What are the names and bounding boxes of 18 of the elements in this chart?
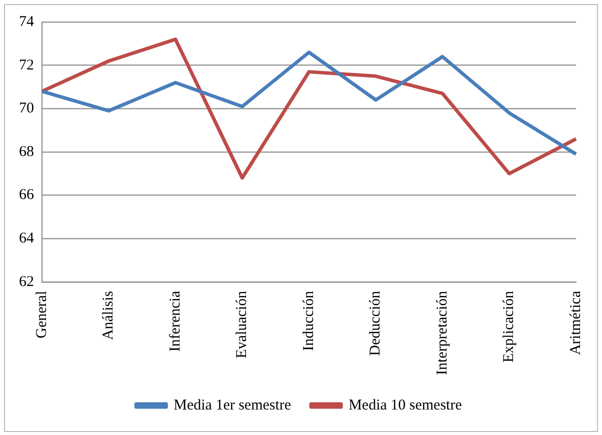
y-tick-label: 68 [19,144,34,160]
x-tick-label: Análisis [100,290,117,340]
x-tick-label: Deducción [368,290,384,356]
legend-label: Media 1er semestre [174,397,292,414]
y-tick-label: 74 [19,14,34,30]
x-tick-label: Aritmética [568,290,584,356]
legend-label: Media 10 semestre [348,397,462,414]
x-tick-label: Inferencia [167,290,184,352]
y-tick-label: 64 [19,230,34,247]
y-tick-label: 72 [19,57,34,74]
y-tick-label: 62 [19,274,34,290]
y-tick-label: 66 [19,187,34,204]
x-tick-label: Evaluación [234,290,250,358]
y-tick-label: 70 [19,100,34,117]
x-tick-label: Explicación [501,290,518,363]
x-tick-label: Interpretación [434,290,450,376]
x-tick-label: General [34,290,50,338]
x-tick-label: Inducción [300,290,317,351]
